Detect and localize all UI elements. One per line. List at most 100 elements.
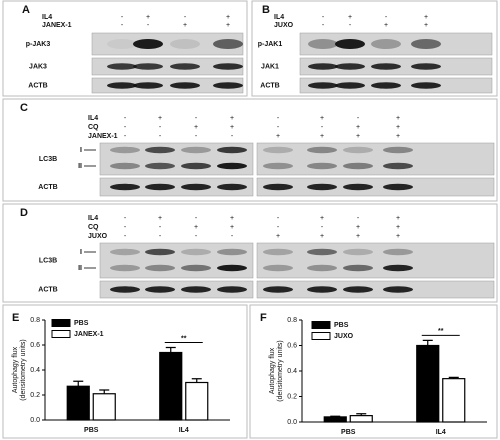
blot-band [181,248,211,256]
blot-band [217,162,247,170]
blot-band [217,286,247,293]
blot-band [308,82,338,89]
blot-band [145,183,175,191]
condition-sign: + [396,224,400,231]
condition-sign: + [276,233,280,240]
condition-sign: - [357,115,360,122]
legend-label: JANEX-1 [74,331,104,338]
condition-sign: - [321,124,324,131]
blot-band [181,162,211,170]
condition-sign: - [124,233,127,240]
blot-band [110,248,140,256]
condition-sign: - [124,133,127,140]
condition-sign: + [356,224,360,231]
blot-band [343,146,373,154]
blot-band [371,39,401,49]
blot-band [110,183,140,191]
y-tick-label: 0.6 [30,342,40,349]
condition-sign: - [159,224,162,231]
condition-sign: + [230,124,234,131]
condition-name: CQ [88,224,99,231]
blot-band [107,82,137,89]
band-label: LC3B [39,156,57,163]
bar [323,416,347,423]
condition-sign: + [183,22,187,29]
blot-strip [256,142,495,176]
condition-sign: - [147,22,150,29]
condition-sign: + [158,115,162,122]
legend-label: PBS [334,322,349,329]
blot-band [133,63,163,70]
panel-frame [2,0,248,97]
condition-sign: + [230,224,234,231]
condition-sign: + [424,22,428,29]
bar [442,378,466,423]
y-tick-label: 0.2 [30,392,40,399]
legend-swatch [51,319,71,327]
error-bar [356,413,367,416]
condition-sign: - [121,22,124,29]
condition-sign: - [159,233,162,240]
blot-band [335,39,365,49]
bar [416,344,440,423]
condition-name: JANEX-1 [42,22,72,29]
condition-sign: - [321,224,324,231]
condition-sign: + [396,215,400,222]
condition-sign: + [356,233,360,240]
condition-sign: - [124,215,127,222]
condition-sign: - [124,124,127,131]
blot-band [343,162,373,170]
condition-sign: + [396,133,400,140]
condition-sign: + [356,133,360,140]
blot-band [213,39,243,49]
y-tick-label: 0.4 [287,368,297,375]
blot-band [181,264,211,272]
significance-label: ** [438,328,444,335]
panel-label: F [260,312,267,324]
blot-band [411,82,441,89]
blot-band [308,39,338,49]
blot-band [343,183,373,191]
panel-label: C [20,102,28,114]
blot-band [307,183,337,191]
blot-strip [99,177,254,197]
blot-band [217,146,247,154]
y-axis-label: Autophagy flux [269,347,276,394]
band-label: ACTB [28,82,47,89]
y-axis-label: (densitometry units) [277,340,284,401]
legend-label: PBS [74,320,89,327]
blot-band [383,286,413,293]
condition-name: IL4 [88,115,98,122]
condition-sign: + [424,14,428,21]
blot-band [213,82,243,89]
band-form: II [78,163,82,170]
legend-swatch [51,330,71,338]
condition-sign: + [230,115,234,122]
blot-band [307,146,337,154]
blot-band [335,82,365,89]
bar [92,393,116,421]
panel-label: E [12,312,19,324]
panel-frame [249,304,498,439]
error-bar [73,380,84,387]
x-tick-label: PBS [84,427,99,434]
condition-sign: + [320,215,324,222]
blot-band [343,286,373,293]
blot-band [181,286,211,293]
blot-band [263,183,293,191]
y-tick-label: 0.8 [287,317,297,324]
condition-sign: + [320,233,324,240]
condition-name: JUXO [274,22,294,29]
blot-strip [256,177,495,197]
condition-sign: + [356,124,360,131]
panel-frame [2,203,498,303]
condition-name: IL4 [42,14,52,21]
blot-band [107,63,137,70]
band-label: p-JAK1 [258,41,283,48]
condition-sign: + [146,14,150,21]
condition-sign: - [231,233,234,240]
band-form: I [80,249,82,256]
blot-band [110,146,140,154]
condition-sign: - [231,133,234,140]
